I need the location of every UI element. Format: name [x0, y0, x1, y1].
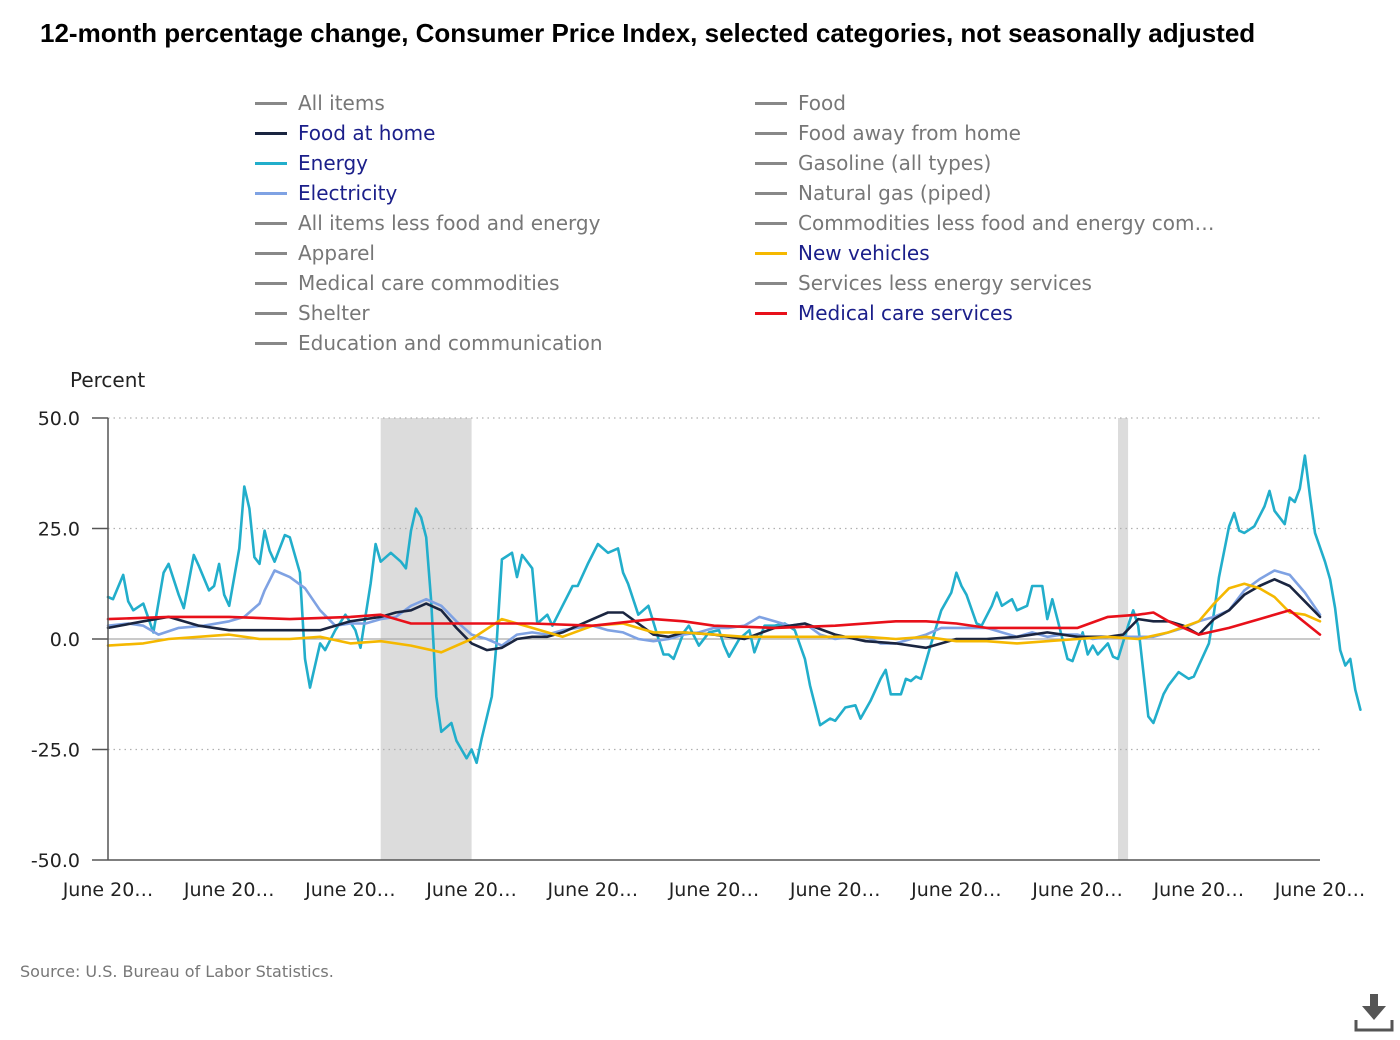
x-tick-label: June 20…: [1274, 879, 1366, 901]
legend-item[interactable]: Shelter: [255, 298, 370, 328]
x-tick-label: June 20…: [789, 879, 881, 901]
legend-item[interactable]: Food at home: [255, 118, 435, 148]
legend-label: Energy: [298, 151, 369, 175]
x-tick-label: June 20…: [304, 879, 396, 901]
gridlines: [108, 417, 1320, 751]
legend-label: New vehicles: [798, 241, 930, 265]
legend-item[interactable]: Energy: [255, 148, 368, 178]
legend-item[interactable]: Medical care commodities: [255, 268, 559, 298]
legend-item[interactable]: Services less energy services: [755, 268, 1092, 298]
x-tick-label: June 20…: [668, 879, 760, 901]
legend-label: Gasoline (all types): [798, 151, 992, 175]
legend-item[interactable]: New vehicles: [755, 238, 930, 268]
legend-item[interactable]: Electricity: [255, 178, 397, 208]
legend-label: Medical care commodities: [298, 271, 560, 295]
legend-label: Education and communication: [298, 331, 603, 355]
series-line: [106, 582, 1322, 654]
legend-label: Shelter: [298, 301, 370, 325]
legend-label: Food: [798, 91, 846, 115]
download-icon: [1354, 994, 1394, 1032]
x-tick-label: June 20…: [62, 879, 154, 901]
x-tick-label: June 20…: [910, 879, 1002, 901]
source-note: Source: U.S. Bureau of Labor Statistics.: [20, 962, 334, 981]
y-tick-label: -25.0: [31, 740, 80, 762]
legend-item[interactable]: Natural gas (piped): [755, 178, 991, 208]
legend-label: Medical care services: [798, 301, 1013, 325]
chart-title: 12-month percentage change, Consumer Pri…: [40, 18, 1256, 48]
y-tick-label: -50.0: [31, 850, 80, 872]
legend-item[interactable]: Food away from home: [755, 118, 1021, 148]
x-tick-label: June 20…: [183, 879, 275, 901]
legend-swatch: [755, 281, 787, 285]
legend-item[interactable]: Apparel: [255, 238, 375, 268]
axes: 50.0 25.0 0.0 -25.0 -50.0 June 20… June 20… Jun…: [31, 408, 1365, 901]
y-tick-label: 50.0: [38, 408, 80, 430]
y-tick-label: 0.0: [50, 629, 80, 651]
legend-swatch: [255, 161, 287, 165]
series-lines: [106, 454, 1362, 765]
x-tick-label: June 20…: [425, 879, 517, 901]
series-line: [106, 454, 1362, 765]
legend-label: Food away from home: [798, 121, 1021, 145]
legend-item[interactable]: Medical care services: [755, 298, 1013, 328]
legend-swatch: [255, 101, 287, 105]
x-tick-label: June 20…: [547, 879, 639, 901]
legend-swatch: [755, 161, 787, 165]
legend-label: All items less food and energy: [298, 211, 601, 235]
legend-label: Apparel: [298, 241, 375, 265]
legend-item[interactable]: Education and communication: [255, 328, 603, 358]
legend-swatch: [255, 131, 287, 135]
legend-swatch: [755, 221, 787, 225]
line-chart: Percent 50.0 25.0 0.0 -25.0 -50.0 June 20… Jun…: [31, 368, 1365, 901]
legend-item[interactable]: Commodities less food and energy com…: [755, 208, 1215, 238]
legend-swatch: [255, 221, 287, 225]
y-tick-label: 25.0: [38, 519, 80, 541]
legend-label: All items: [298, 91, 385, 115]
legend-item[interactable]: All items: [255, 88, 385, 118]
x-tick-label: June 20…: [1153, 879, 1245, 901]
legend-swatch: [255, 281, 287, 285]
legend-swatch: [755, 251, 787, 255]
legend-label: Services less energy services: [798, 271, 1092, 295]
legend-item[interactable]: Food: [755, 88, 846, 118]
y-axis-label: Percent: [70, 368, 145, 392]
legend-label: Commodities less food and energy com…: [798, 211, 1215, 235]
legend-swatch: [255, 311, 287, 315]
legend-swatch: [255, 251, 287, 255]
legend-label: Food at home: [298, 121, 436, 145]
legend-swatch: [255, 341, 287, 345]
legend-swatch: [755, 191, 787, 195]
series-line: [106, 609, 1322, 636]
legend-label: Electricity: [298, 181, 398, 205]
download-button[interactable]: [1352, 990, 1396, 1034]
x-tick-label: June 20…: [1031, 879, 1123, 901]
legend-swatch: [755, 131, 787, 135]
legend-label: Natural gas (piped): [798, 181, 992, 205]
legend-item[interactable]: Gasoline (all types): [755, 148, 991, 178]
chart-legend: All items Food Food at home Food away from …: [255, 88, 1255, 358]
legend-swatch: [755, 101, 787, 105]
legend-swatch: [755, 311, 787, 315]
legend-swatch: [255, 191, 287, 195]
legend-item[interactable]: All items less food and energy: [255, 208, 600, 238]
